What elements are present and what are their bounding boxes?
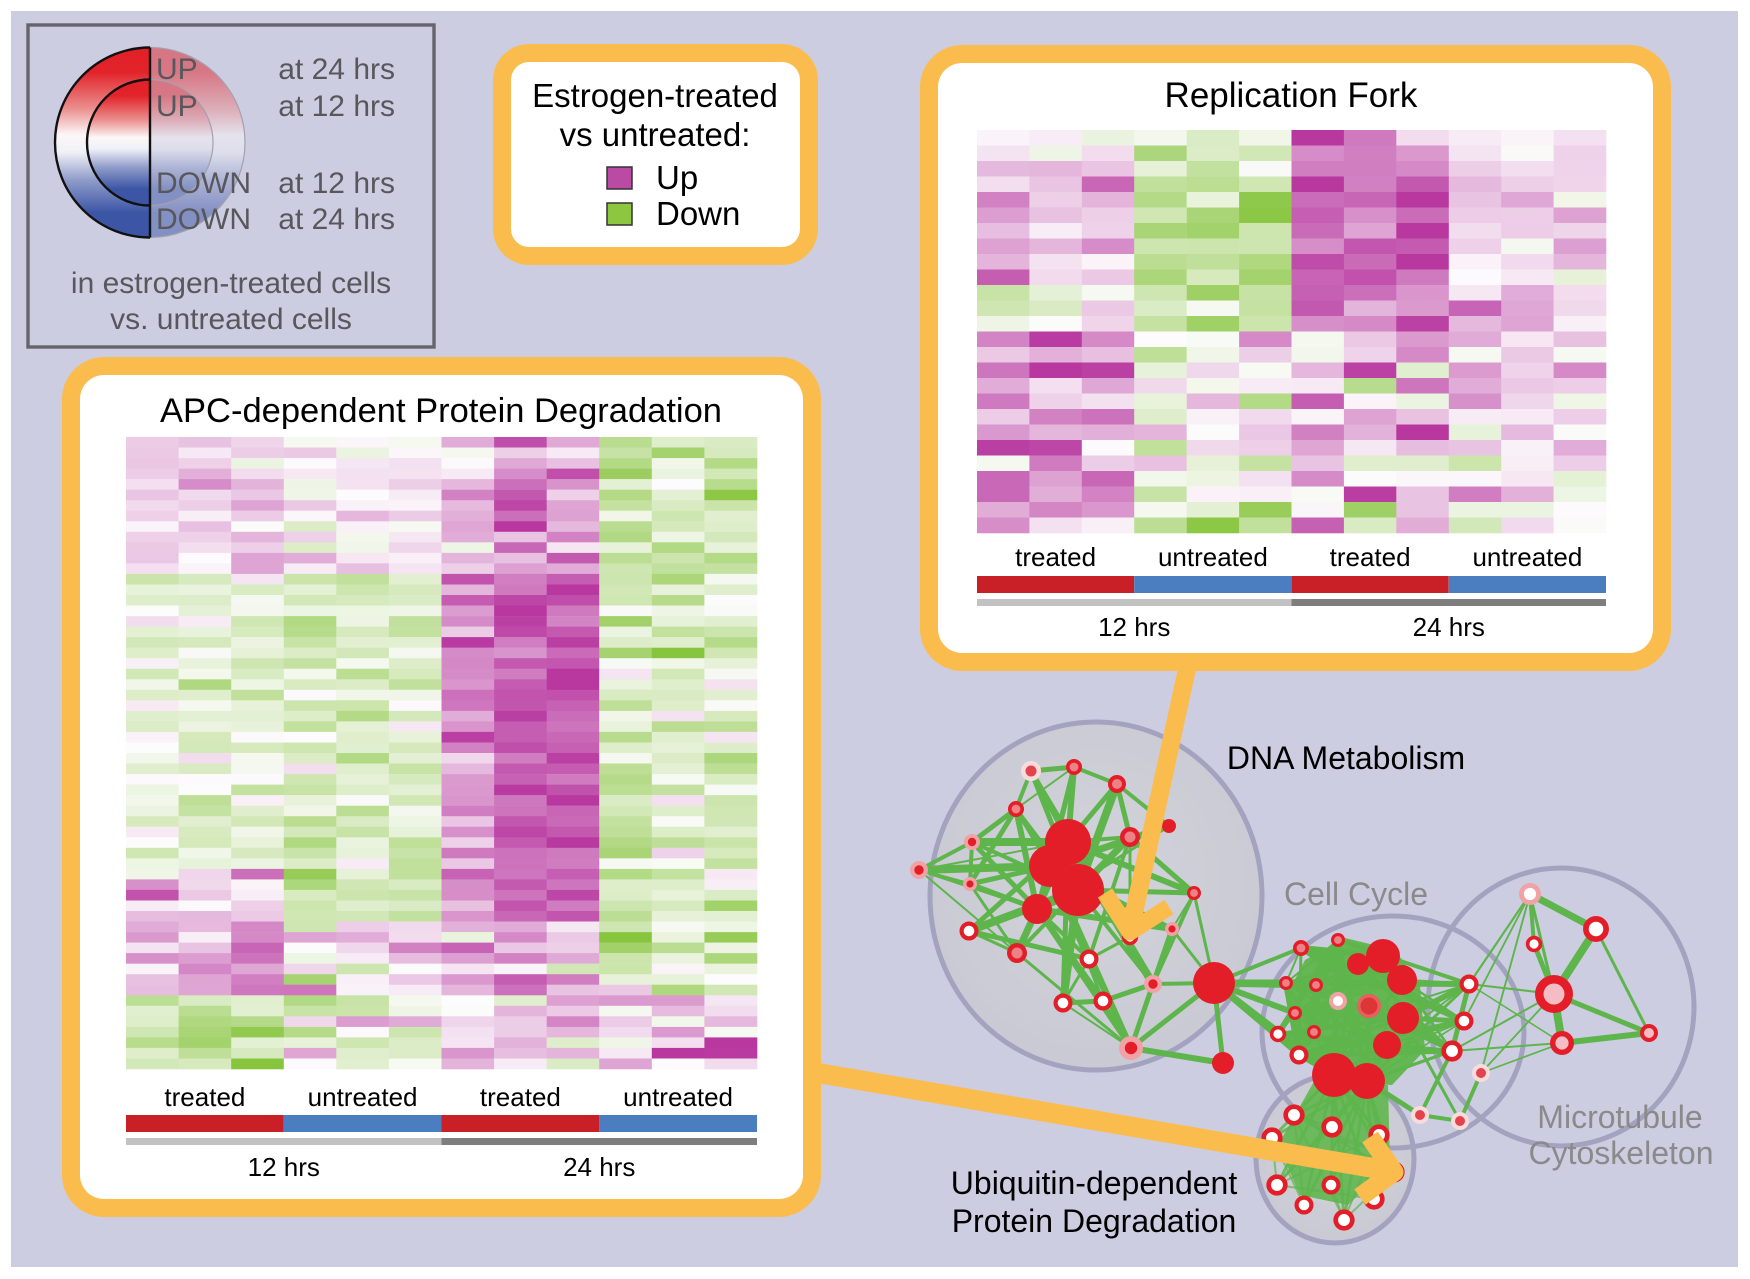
svg-text:at 12 hrs: at 12 hrs	[278, 90, 395, 123]
svg-text:in estrogen-treated cells: in estrogen-treated cells	[71, 267, 391, 300]
svg-text:Microtubule: Microtubule	[1537, 1099, 1702, 1135]
svg-text:treated: treated	[164, 1082, 245, 1112]
svg-text:at 24 hrs: at 24 hrs	[278, 203, 395, 236]
svg-text:UP: UP	[156, 53, 198, 86]
svg-text:24 hrs: 24 hrs	[563, 1152, 635, 1182]
svg-text:12 hrs: 12 hrs	[1098, 612, 1170, 642]
svg-text:Ubiquitin-dependent: Ubiquitin-dependent	[951, 1165, 1238, 1201]
svg-text:at 12 hrs: at 12 hrs	[278, 167, 395, 200]
svg-text:DNA Metabolism: DNA Metabolism	[1227, 740, 1465, 776]
svg-text:DOWN: DOWN	[156, 203, 251, 236]
svg-text:APC-dependent Protein Degradat: APC-dependent Protein Degradation	[160, 392, 722, 430]
svg-text:vs. untreated cells: vs. untreated cells	[110, 303, 352, 336]
svg-text:12 hrs: 12 hrs	[248, 1152, 320, 1182]
svg-text:UP: UP	[156, 90, 198, 123]
svg-text:vs untreated:: vs untreated:	[560, 116, 751, 153]
svg-text:untreated: untreated	[308, 1082, 418, 1112]
svg-text:Down: Down	[656, 195, 740, 232]
svg-text:Replication Fork: Replication Fork	[1165, 76, 1418, 115]
svg-text:untreated: untreated	[1472, 542, 1582, 572]
svg-text:Estrogen-treated: Estrogen-treated	[532, 77, 778, 114]
svg-text:treated: treated	[480, 1082, 561, 1112]
svg-text:Protein Degradation: Protein Degradation	[952, 1203, 1237, 1239]
svg-text:untreated: untreated	[1158, 542, 1268, 572]
svg-text:DOWN: DOWN	[156, 167, 251, 200]
svg-text:treated: treated	[1330, 542, 1411, 572]
svg-text:Cell Cycle: Cell Cycle	[1284, 876, 1428, 912]
svg-text:at 24 hrs: at 24 hrs	[278, 53, 395, 86]
svg-text:Cytoskeleton: Cytoskeleton	[1529, 1135, 1714, 1171]
svg-text:treated: treated	[1015, 542, 1096, 572]
svg-text:untreated: untreated	[623, 1082, 733, 1112]
svg-text:Up: Up	[656, 159, 698, 196]
svg-text:24 hrs: 24 hrs	[1413, 612, 1485, 642]
